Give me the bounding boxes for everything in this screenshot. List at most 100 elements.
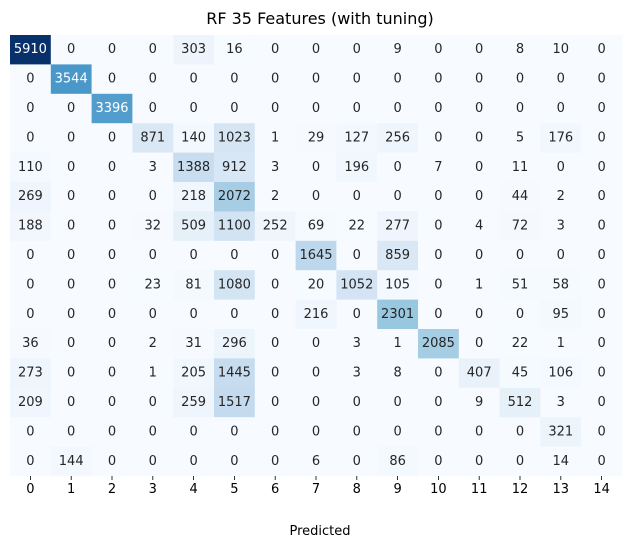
cell-value-r3-c8: 127 — [344, 130, 369, 145]
cell-value-r12-c5: 1517 — [218, 395, 251, 410]
cell-value-r14-c11: 0 — [475, 454, 483, 469]
x-tick-label-0: 0 — [26, 482, 34, 497]
cell-value-r9-c3: 0 — [149, 307, 157, 322]
cell-value-r7-c3: 0 — [149, 248, 157, 263]
cell-value-r13-c0: 0 — [26, 424, 34, 439]
heatmap-cell-r3-c11 — [458, 123, 500, 153]
heatmap-cell-r7-c3 — [132, 240, 174, 271]
cell-value-r2-c3: 0 — [149, 101, 157, 116]
heatmap-cell-r2-c11 — [458, 93, 500, 124]
cell-value-r10-c11: 0 — [475, 336, 483, 351]
heatmap-cell-r6-c2 — [91, 211, 133, 242]
cell-value-r12-c1: 0 — [67, 395, 75, 410]
heatmap-cell-r11-c13 — [540, 358, 582, 389]
cell-value-r9-c8: 0 — [353, 307, 361, 322]
heatmap-cell-r9-c6 — [254, 299, 296, 330]
heatmap-cell-r11-c1 — [50, 358, 92, 389]
cell-value-r4-c2: 0 — [108, 160, 116, 175]
heatmap-cell-r8-c2 — [91, 270, 133, 300]
cell-value-r6-c13: 3 — [557, 219, 565, 234]
heatmap-cell-r3-c7 — [295, 123, 337, 153]
cell-value-r0-c9: 9 — [393, 42, 401, 57]
cell-value-r5-c8: 0 — [353, 189, 361, 204]
x-tick-label-3: 3 — [149, 482, 157, 497]
cell-value-r3-c13: 176 — [548, 130, 573, 145]
heatmap-cell-r14-c1 — [50, 446, 92, 477]
heatmap-cell-r13-c1 — [50, 417, 92, 447]
cell-value-r0-c12: 8 — [516, 42, 524, 57]
cell-value-r0-c10: 0 — [434, 42, 442, 57]
heatmap-cell-r4-c10 — [418, 152, 460, 183]
cell-value-r6-c7: 69 — [308, 219, 325, 234]
heatmap-cell-r12-c10 — [418, 387, 460, 418]
cell-value-r7-c0: 0 — [26, 248, 34, 263]
cell-value-r6-c14: 0 — [597, 219, 605, 234]
heatmap-cell-r10-c6 — [254, 329, 296, 359]
cell-value-r11-c14: 0 — [597, 366, 605, 381]
cell-value-r2-c12: 0 — [516, 101, 524, 116]
heatmap-cell-r10-c13 — [540, 329, 582, 359]
heatmap-cell-r6-c13 — [540, 211, 582, 242]
heatmap-cell-r14-c12 — [499, 446, 541, 477]
cell-value-r1-c8: 0 — [353, 72, 361, 87]
cell-value-r10-c10: 2085 — [422, 336, 455, 351]
cell-value-r4-c12: 11 — [512, 160, 529, 175]
heatmap-cell-r6-c3 — [132, 211, 174, 242]
heatmap-cell-r8-c13 — [540, 270, 582, 300]
heatmap-cell-r6-c10 — [418, 211, 460, 242]
cell-value-r2-c11: 0 — [475, 101, 483, 116]
cell-value-r4-c10: 7 — [434, 160, 442, 175]
heatmap-cell-r10-c8 — [336, 329, 378, 359]
heatmap-cell-r10-c10 — [418, 329, 460, 359]
x-tick-label-6: 6 — [271, 482, 279, 497]
x-tick-label-2: 2 — [108, 482, 116, 497]
heatmap-cell-r0-c8 — [336, 35, 378, 65]
cell-value-r1-c2: 0 — [108, 72, 116, 87]
cell-value-r9-c13: 95 — [553, 307, 570, 322]
cell-value-r5-c0: 269 — [18, 189, 43, 204]
heatmap-cell-r9-c13 — [540, 299, 582, 330]
cell-value-r8-c1: 0 — [67, 277, 75, 292]
cell-value-r12-c14: 0 — [597, 395, 605, 410]
heatmap-cell-r10-c1 — [50, 329, 92, 359]
cell-value-r6-c11: 4 — [475, 219, 483, 234]
cell-value-r14-c13: 14 — [553, 454, 570, 469]
cell-value-r5-c10: 0 — [434, 189, 442, 204]
cell-value-r13-c4: 0 — [189, 424, 197, 439]
heatmap-cell-r13-c5 — [214, 417, 256, 447]
heatmap-cell-r7-c11 — [458, 240, 500, 271]
cell-value-r2-c8: 0 — [353, 101, 361, 116]
heatmap-cell-r9-c9 — [377, 299, 419, 330]
cell-value-r7-c12: 0 — [516, 248, 524, 263]
heatmap-cell-r10-c12 — [499, 329, 541, 359]
x-tick-label-10: 10 — [430, 482, 447, 497]
cell-value-r7-c14: 0 — [597, 248, 605, 263]
cell-value-r11-c5: 1445 — [218, 366, 251, 381]
cell-value-r14-c5: 0 — [230, 454, 238, 469]
cell-value-r3-c0: 0 — [26, 130, 34, 145]
cell-value-r2-c7: 0 — [312, 101, 320, 116]
heatmap-cell-r6-c11 — [458, 211, 500, 242]
cell-value-r7-c9: 859 — [385, 248, 410, 263]
heatmap-cell-r4-c13 — [540, 152, 582, 183]
heatmap-cell-r10-c14 — [581, 329, 623, 359]
cell-value-r10-c4: 31 — [185, 336, 202, 351]
heatmap-cell-r8-c11 — [458, 270, 500, 300]
heatmap-cell-r14-c2 — [91, 446, 133, 477]
cell-value-r10-c5: 296 — [222, 336, 247, 351]
cell-value-r14-c6: 0 — [271, 454, 279, 469]
cell-value-r11-c11: 407 — [467, 366, 492, 381]
heatmap-cell-r9-c10 — [418, 299, 460, 330]
cell-value-r8-c14: 0 — [597, 277, 605, 292]
cell-value-r6-c4: 509 — [181, 219, 206, 234]
cell-value-r3-c3: 871 — [140, 130, 165, 145]
cell-value-r6-c1: 0 — [67, 219, 75, 234]
heatmap-cell-r0-c0 — [10, 35, 52, 65]
cell-value-r13-c7: 0 — [312, 424, 320, 439]
heatmap-cell-r4-c6 — [254, 152, 296, 183]
heatmap-cell-r3-c8 — [336, 123, 378, 153]
cell-value-r0-c4: 303 — [181, 42, 206, 57]
cell-value-r4-c14: 0 — [597, 160, 605, 175]
heatmap-cell-r11-c9 — [377, 358, 419, 389]
